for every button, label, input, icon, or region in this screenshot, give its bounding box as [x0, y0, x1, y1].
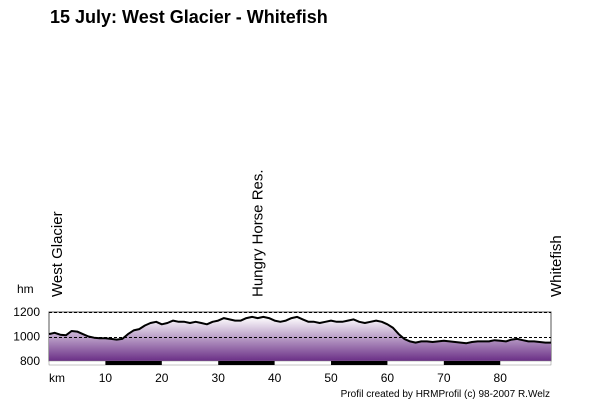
credit-text: Profil created by HRMProfil (c) 98-2007 …: [341, 389, 550, 400]
km-scale-segment: [105, 361, 162, 365]
gridlines: [49, 312, 551, 338]
km-scale-bar: [48, 360, 552, 366]
x-tick-label-10: 10: [99, 371, 113, 385]
waypoint-label: Hungry Horse Res.: [250, 169, 267, 297]
waypoint-label: Whitefish: [548, 235, 565, 297]
y-tick-label-800: 800: [20, 354, 40, 368]
km-scale-segment: [218, 361, 275, 365]
x-tick-label-20: 20: [155, 371, 169, 385]
x-tick-labels: 10 20 30 40 50 60 70 80: [99, 371, 508, 385]
y-axis-label: hm: [17, 282, 34, 296]
waypoint-labels: West Glacier Hungry Horse Res. Whitefish: [49, 169, 565, 297]
km-scale-bar-base: [48, 360, 552, 366]
x-tick-label-50: 50: [324, 371, 338, 385]
x-tick-label-80: 80: [494, 371, 508, 385]
chart-title: 15 July: West Glacier - Whitefish: [50, 7, 328, 27]
x-axis-label: km: [49, 371, 65, 385]
x-tick-label-70: 70: [437, 371, 451, 385]
x-tick-label-40: 40: [268, 371, 282, 385]
x-tick-label-60: 60: [381, 371, 395, 385]
elevation-area: [49, 316, 551, 361]
elevation-line: [48, 315, 551, 345]
y-tick-label-1000: 1000: [13, 330, 40, 344]
km-scale-segment: [331, 361, 388, 365]
waypoint-label: West Glacier: [49, 211, 66, 297]
km-scale-segment: [443, 361, 501, 365]
y-tick-label-1200: 1200: [13, 305, 40, 319]
x-tick-label-30: 30: [212, 371, 226, 385]
y-tick-labels: 800 1000 1200: [13, 305, 40, 368]
